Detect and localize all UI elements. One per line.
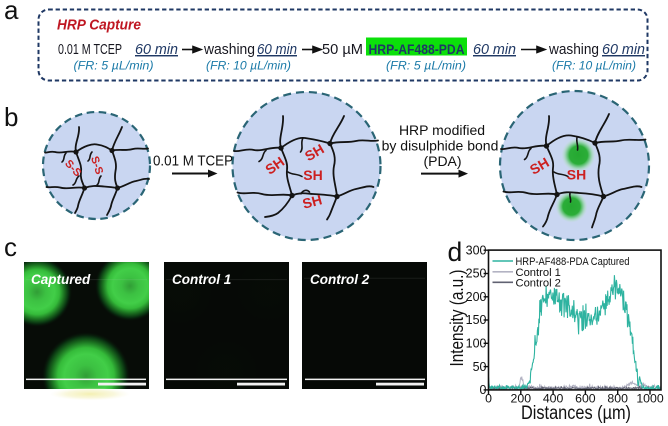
svg-text:200: 200 (466, 290, 487, 304)
svg-text:(FR: 10 µL/min): (FR: 10 µL/min) (206, 59, 291, 73)
svg-text:Captured: Captured (31, 272, 91, 287)
svg-text:50 µM: 50 µM (322, 42, 363, 58)
svg-text:HRP-AF488-PDA Captured: HRP-AF488-PDA Captured (516, 256, 630, 268)
svg-text:(PDA): (PDA) (423, 153, 461, 169)
svg-text:50: 50 (473, 360, 487, 374)
svg-text:by disulphide bond: by disulphide bond (382, 138, 499, 154)
svg-text:600: 600 (575, 392, 596, 406)
svg-text:200: 200 (511, 392, 532, 406)
svg-text:60 min: 60 min (135, 42, 178, 58)
svg-text:60 min: 60 min (257, 42, 297, 58)
svg-text:HRP Capture: HRP Capture (57, 17, 141, 34)
svg-text:300: 300 (466, 243, 487, 257)
svg-text:washing: washing (203, 42, 255, 58)
svg-text:100: 100 (466, 337, 487, 351)
svg-text:Control 2: Control 2 (310, 272, 370, 287)
svg-text:0.01 M TCEP: 0.01 M TCEP (153, 154, 233, 170)
svg-text:(FR: 5 µL/min): (FR: 5 µL/min) (386, 59, 466, 73)
svg-text:SH: SH (303, 167, 322, 183)
svg-text:SH: SH (301, 191, 324, 211)
svg-text:Distances (µm): Distances (µm) (521, 403, 631, 424)
svg-text:Control 1: Control 1 (516, 267, 561, 279)
svg-text:HRP-AF488-PDA: HRP-AF488-PDA (369, 41, 465, 57)
svg-text:c: c (4, 232, 17, 262)
svg-text:800: 800 (607, 392, 628, 406)
svg-text:Control 2: Control 2 (516, 277, 561, 289)
svg-text:HRP modified: HRP modified (399, 122, 485, 138)
svg-text:150: 150 (466, 313, 487, 327)
svg-text:b: b (4, 102, 18, 132)
svg-text:d: d (448, 237, 463, 267)
svg-text:0: 0 (480, 383, 487, 397)
svg-text:60 min: 60 min (473, 42, 516, 58)
svg-text:(FR: 10 µL/min): (FR: 10 µL/min) (552, 59, 636, 73)
svg-text:0: 0 (485, 392, 492, 406)
svg-text:Intensity (a.u.): Intensity (a.u.) (446, 270, 467, 367)
svg-text:S-S: S-S (88, 155, 105, 176)
svg-text:0.01 M TCEP: 0.01 M TCEP (58, 42, 122, 58)
svg-text:60 min: 60 min (602, 42, 645, 58)
svg-text:400: 400 (543, 392, 564, 406)
svg-text:1000: 1000 (636, 392, 664, 406)
svg-text:Control 1: Control 1 (172, 272, 231, 287)
svg-text:a: a (4, 0, 19, 25)
svg-text:(FR: 5 µL/min): (FR: 5 µL/min) (74, 59, 154, 73)
svg-text:SH: SH (567, 167, 586, 183)
svg-text:washing: washing (548, 42, 599, 58)
svg-text:250: 250 (466, 267, 487, 281)
